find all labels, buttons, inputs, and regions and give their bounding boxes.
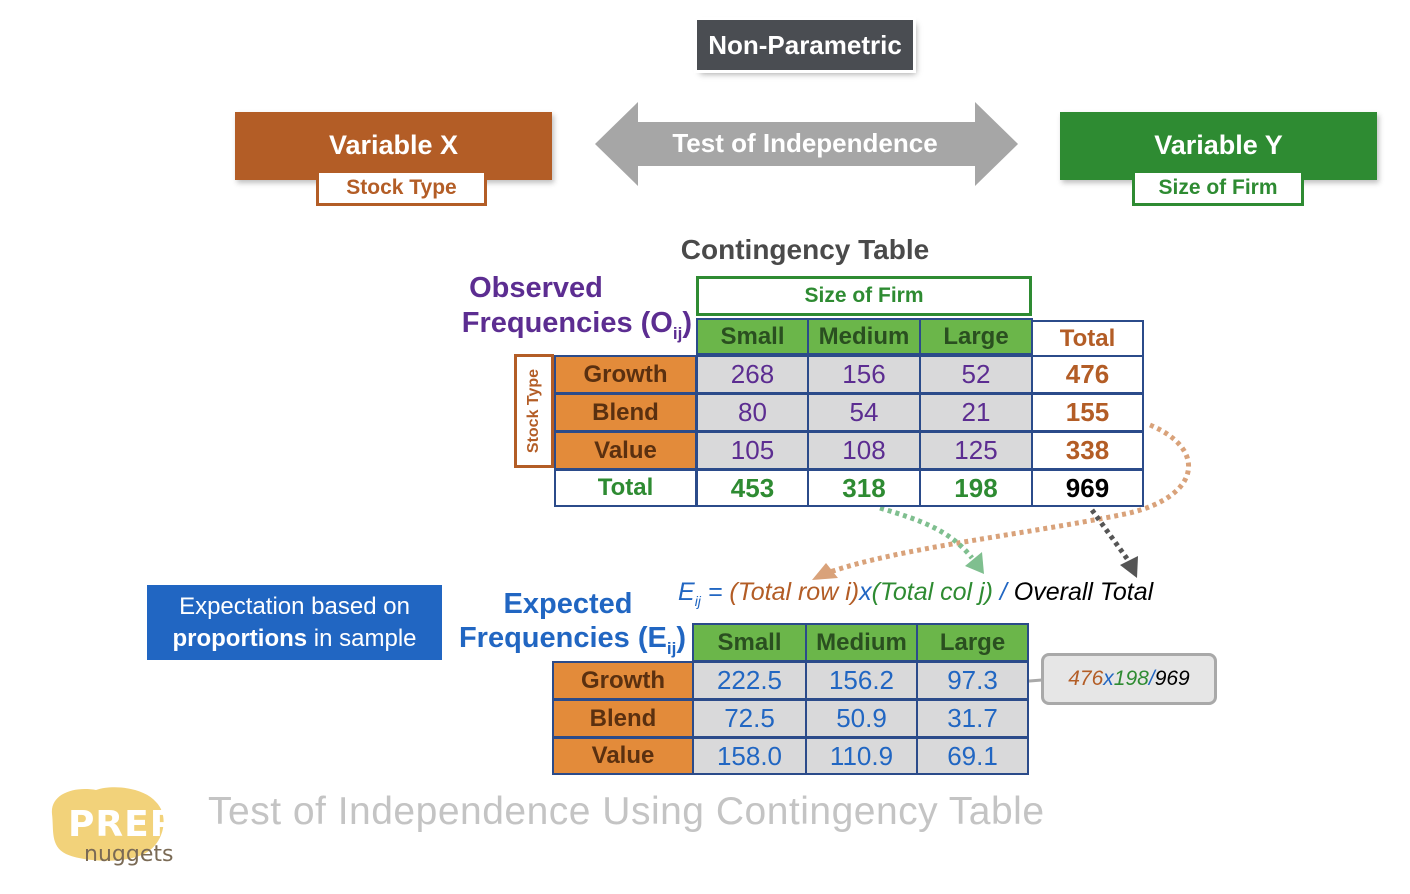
formula-row-part: (Total row i) xyxy=(729,578,860,606)
logo-prep-text: PREP xyxy=(68,804,178,845)
obs-cell: 125 xyxy=(919,431,1033,470)
exp-col-medium: Medium xyxy=(805,623,918,662)
callout-grand-total: 969 xyxy=(1154,667,1190,690)
formula-overall: Overall Total xyxy=(1013,578,1154,606)
note-line1: Expectation based on xyxy=(179,593,410,620)
obs-cell: 108 xyxy=(807,431,921,470)
exp-cell: 110.9 xyxy=(805,737,918,775)
logo-nuggets-text: nuggets xyxy=(84,842,174,867)
calculation-callout: 476 x 198 / 969 xyxy=(1041,653,1217,705)
exp-col-large: Large xyxy=(916,623,1029,662)
callout-slash: / xyxy=(1148,667,1155,690)
exp-row-blend: Blend xyxy=(552,699,694,738)
col-total-dotted-arrow xyxy=(879,505,974,560)
stock-type-side-label: Stock Type xyxy=(514,354,554,468)
observed-title-sub: ij xyxy=(672,323,683,343)
obs-grand-total: 969 xyxy=(1031,469,1144,507)
exp-cell: 97.3 xyxy=(916,661,1029,700)
test-of-independence-label: Test of Independence xyxy=(672,128,938,158)
exp-col-small: Small xyxy=(692,623,807,662)
grand-total-dotted-arrow xyxy=(1089,508,1131,562)
grand-total-arrowhead xyxy=(1120,556,1138,578)
obs-cell: 21 xyxy=(919,393,1033,432)
callout-row-total: 476 xyxy=(1068,667,1104,690)
variable-x-name: Stock Type xyxy=(316,170,487,206)
obs-row-total: 476 xyxy=(1031,355,1144,394)
obs-col-large: Large xyxy=(919,318,1033,355)
observed-title-line2: Frequencies (Oij) xyxy=(430,307,692,344)
callout-times: x xyxy=(1103,667,1114,690)
prep-nuggets-logo xyxy=(51,787,164,861)
formula-eq: = xyxy=(700,578,730,606)
observed-title-line1: Observed xyxy=(469,272,603,304)
exp-cell: 222.5 xyxy=(692,661,807,700)
row-total-arrowhead xyxy=(812,563,838,580)
obs-cell: 54 xyxy=(807,393,921,432)
non-parametric-badge: Non-Parametric xyxy=(697,20,913,70)
expectation-note: Expectation based on proportions in samp… xyxy=(147,585,442,660)
formula-lhs: E xyxy=(678,578,695,606)
exp-cell: 31.7 xyxy=(916,699,1029,738)
expected-title-line1: Expected xyxy=(503,588,633,620)
observed-title-end: ) xyxy=(682,307,692,339)
note-bold: proportions xyxy=(172,625,308,652)
variable-x-box: Variable X xyxy=(235,112,552,180)
stock-type-label: Stock Type xyxy=(525,368,543,454)
expected-title-sub: ij xyxy=(666,638,677,658)
obs-row-total: 338 xyxy=(1031,431,1144,470)
formula-times: x xyxy=(859,578,872,606)
exp-row-growth: Growth xyxy=(552,661,694,700)
formula-slash: / xyxy=(992,578,1014,606)
exp-cell: 69.1 xyxy=(916,737,1029,775)
obs-row-blend: Blend xyxy=(554,393,697,432)
exp-cell: 158.0 xyxy=(692,737,807,775)
col-total-arrowhead xyxy=(965,552,984,574)
obs-col-total: Total xyxy=(1031,320,1144,357)
footer-title: Test of Independence Using Contingency T… xyxy=(208,790,1045,833)
obs-total-row-label: Total xyxy=(554,469,697,507)
obs-col-total-value: 453 xyxy=(696,469,809,507)
obs-row-total: 155 xyxy=(1031,393,1144,432)
variable-y-box: Variable Y xyxy=(1060,112,1377,180)
variable-y-name: Size of Firm xyxy=(1132,170,1304,206)
callout-col-total: 198 xyxy=(1113,667,1149,690)
size-of-firm-header: Size of Firm xyxy=(696,276,1032,316)
double-arrow-shape xyxy=(595,102,1018,186)
formula-col-part: (Total col j) xyxy=(871,578,993,606)
obs-cell: 156 xyxy=(807,355,921,394)
observed-title-text: Frequencies (O xyxy=(461,307,673,339)
formula-lhs-sub: ij xyxy=(694,593,701,609)
obs-col-total-value: 198 xyxy=(919,469,1033,507)
exp-cell: 72.5 xyxy=(692,699,807,738)
contingency-table-title: Contingency Table xyxy=(680,234,930,265)
expected-title-text: Frequencies (E xyxy=(458,622,667,654)
obs-cell: 268 xyxy=(696,355,809,394)
row-total-dotted-arrow xyxy=(829,422,1191,575)
exp-row-value: Value xyxy=(552,737,694,775)
expected-title-line2: Frequencies (Eij) xyxy=(440,622,686,659)
obs-cell: 105 xyxy=(696,431,809,470)
obs-row-growth: Growth xyxy=(554,355,697,394)
note-rest: in sample xyxy=(307,625,417,652)
expected-frequency-formula: Eij = (Total row i)x(Total col j) / Over… xyxy=(678,578,1153,609)
obs-col-medium: Medium xyxy=(807,318,921,355)
obs-row-value: Value xyxy=(554,431,697,470)
obs-cell: 52 xyxy=(919,355,1033,394)
obs-col-small: Small xyxy=(696,318,809,355)
expected-title-end: ) xyxy=(676,622,686,654)
obs-cell: 80 xyxy=(696,393,809,432)
obs-col-total-value: 318 xyxy=(807,469,921,507)
exp-cell: 156.2 xyxy=(805,661,918,700)
exp-cell: 50.9 xyxy=(805,699,918,738)
